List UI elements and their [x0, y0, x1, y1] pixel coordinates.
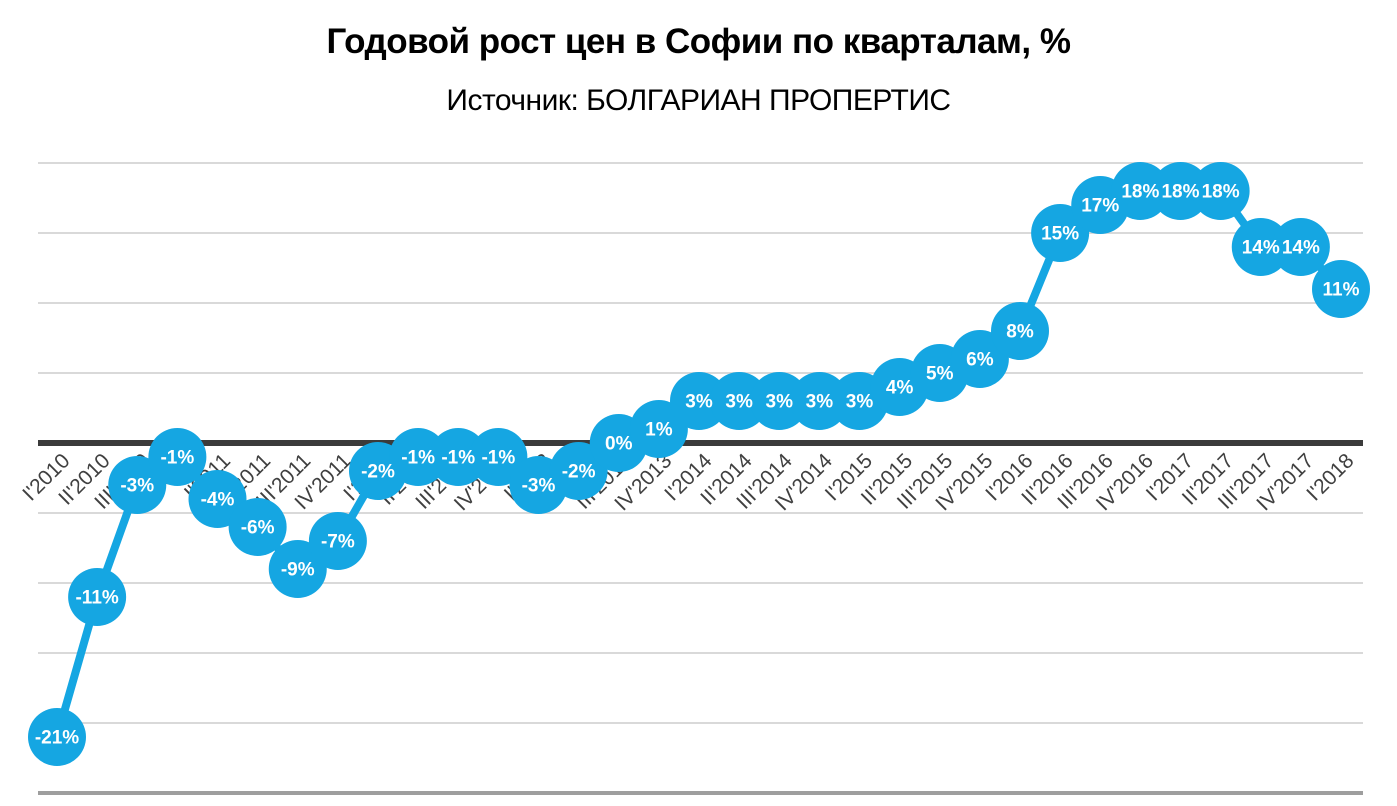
data-point-markers — [28, 162, 1370, 766]
data-point-label: -6% — [241, 518, 275, 539]
data-point-label: -1% — [481, 448, 515, 469]
data-point-label: 11% — [1323, 280, 1360, 301]
data-point-label: 8% — [1006, 322, 1034, 343]
x-axis-label: I'2018 — [1302, 449, 1358, 505]
chart-title: Годовой рост цен в Софии по кварталам, % — [326, 22, 1071, 61]
data-point-label: -9% — [281, 560, 315, 581]
data-point-label: 15% — [1041, 224, 1079, 245]
data-point-label: 3% — [725, 392, 753, 413]
data-point-marker — [1151, 162, 1210, 220]
data-point-label: 18% — [1202, 182, 1240, 203]
data-point-label: 14% — [1242, 238, 1280, 259]
data-point-marker — [1312, 260, 1370, 318]
data-point-marker — [750, 372, 809, 430]
data-point-label: -3% — [522, 476, 556, 497]
data-point-marker — [429, 428, 488, 486]
data-point-label: -3% — [120, 476, 154, 497]
data-point-label: 3% — [806, 392, 834, 413]
data-point-marker — [228, 498, 287, 556]
data-point-label: 14% — [1282, 238, 1320, 259]
data-point-label: 3% — [846, 392, 874, 413]
data-point-label: -4% — [201, 490, 235, 511]
data-point-label: -1% — [441, 448, 475, 469]
data-point-label: 5% — [926, 364, 954, 385]
data-point-label: 0% — [605, 434, 633, 455]
data-point-marker — [1231, 218, 1290, 276]
data-point-label: -2% — [562, 462, 596, 483]
data-point-label: 18% — [1161, 182, 1199, 203]
data-point-marker — [670, 372, 728, 430]
data-point-marker — [28, 708, 86, 766]
chart-subtitle: Источник: БОЛГАРИАН ПРОПЕРТИС — [446, 84, 951, 117]
data-point-marker — [710, 372, 769, 430]
data-point-marker — [790, 372, 849, 430]
data-point-label: -1% — [401, 448, 435, 469]
data-point-marker — [148, 428, 207, 486]
data-point-label: 1% — [645, 420, 673, 441]
data-point-label: -2% — [361, 462, 395, 483]
data-point-label: 6% — [966, 350, 994, 371]
data-point-label: 3% — [685, 392, 713, 413]
data-point-label: -11% — [75, 588, 118, 609]
data-point-label: 4% — [886, 378, 914, 399]
data-point-marker — [308, 512, 367, 570]
data-point-marker — [1191, 162, 1250, 220]
data-point-labels: -21% -11% -3% -1% -4% -6% -9% -7% -2% -1% -1% -1% -3… — [35, 182, 1360, 749]
data-point-marker — [68, 568, 127, 626]
data-point-label: 18% — [1121, 182, 1159, 203]
data-point-marker — [1111, 162, 1170, 220]
data-point-label: -21% — [35, 728, 79, 749]
data-point-marker — [389, 428, 448, 486]
data-point-label: 17% — [1081, 196, 1119, 217]
data-point-label: -1% — [160, 448, 194, 469]
chart-header: Годовой рост цен в Софии по кварталам, %… — [0, 0, 1397, 118]
data-point-marker — [991, 302, 1049, 360]
data-point-marker — [1271, 218, 1330, 276]
data-point-label: 3% — [766, 392, 794, 413]
data-point-label: -7% — [321, 532, 355, 553]
